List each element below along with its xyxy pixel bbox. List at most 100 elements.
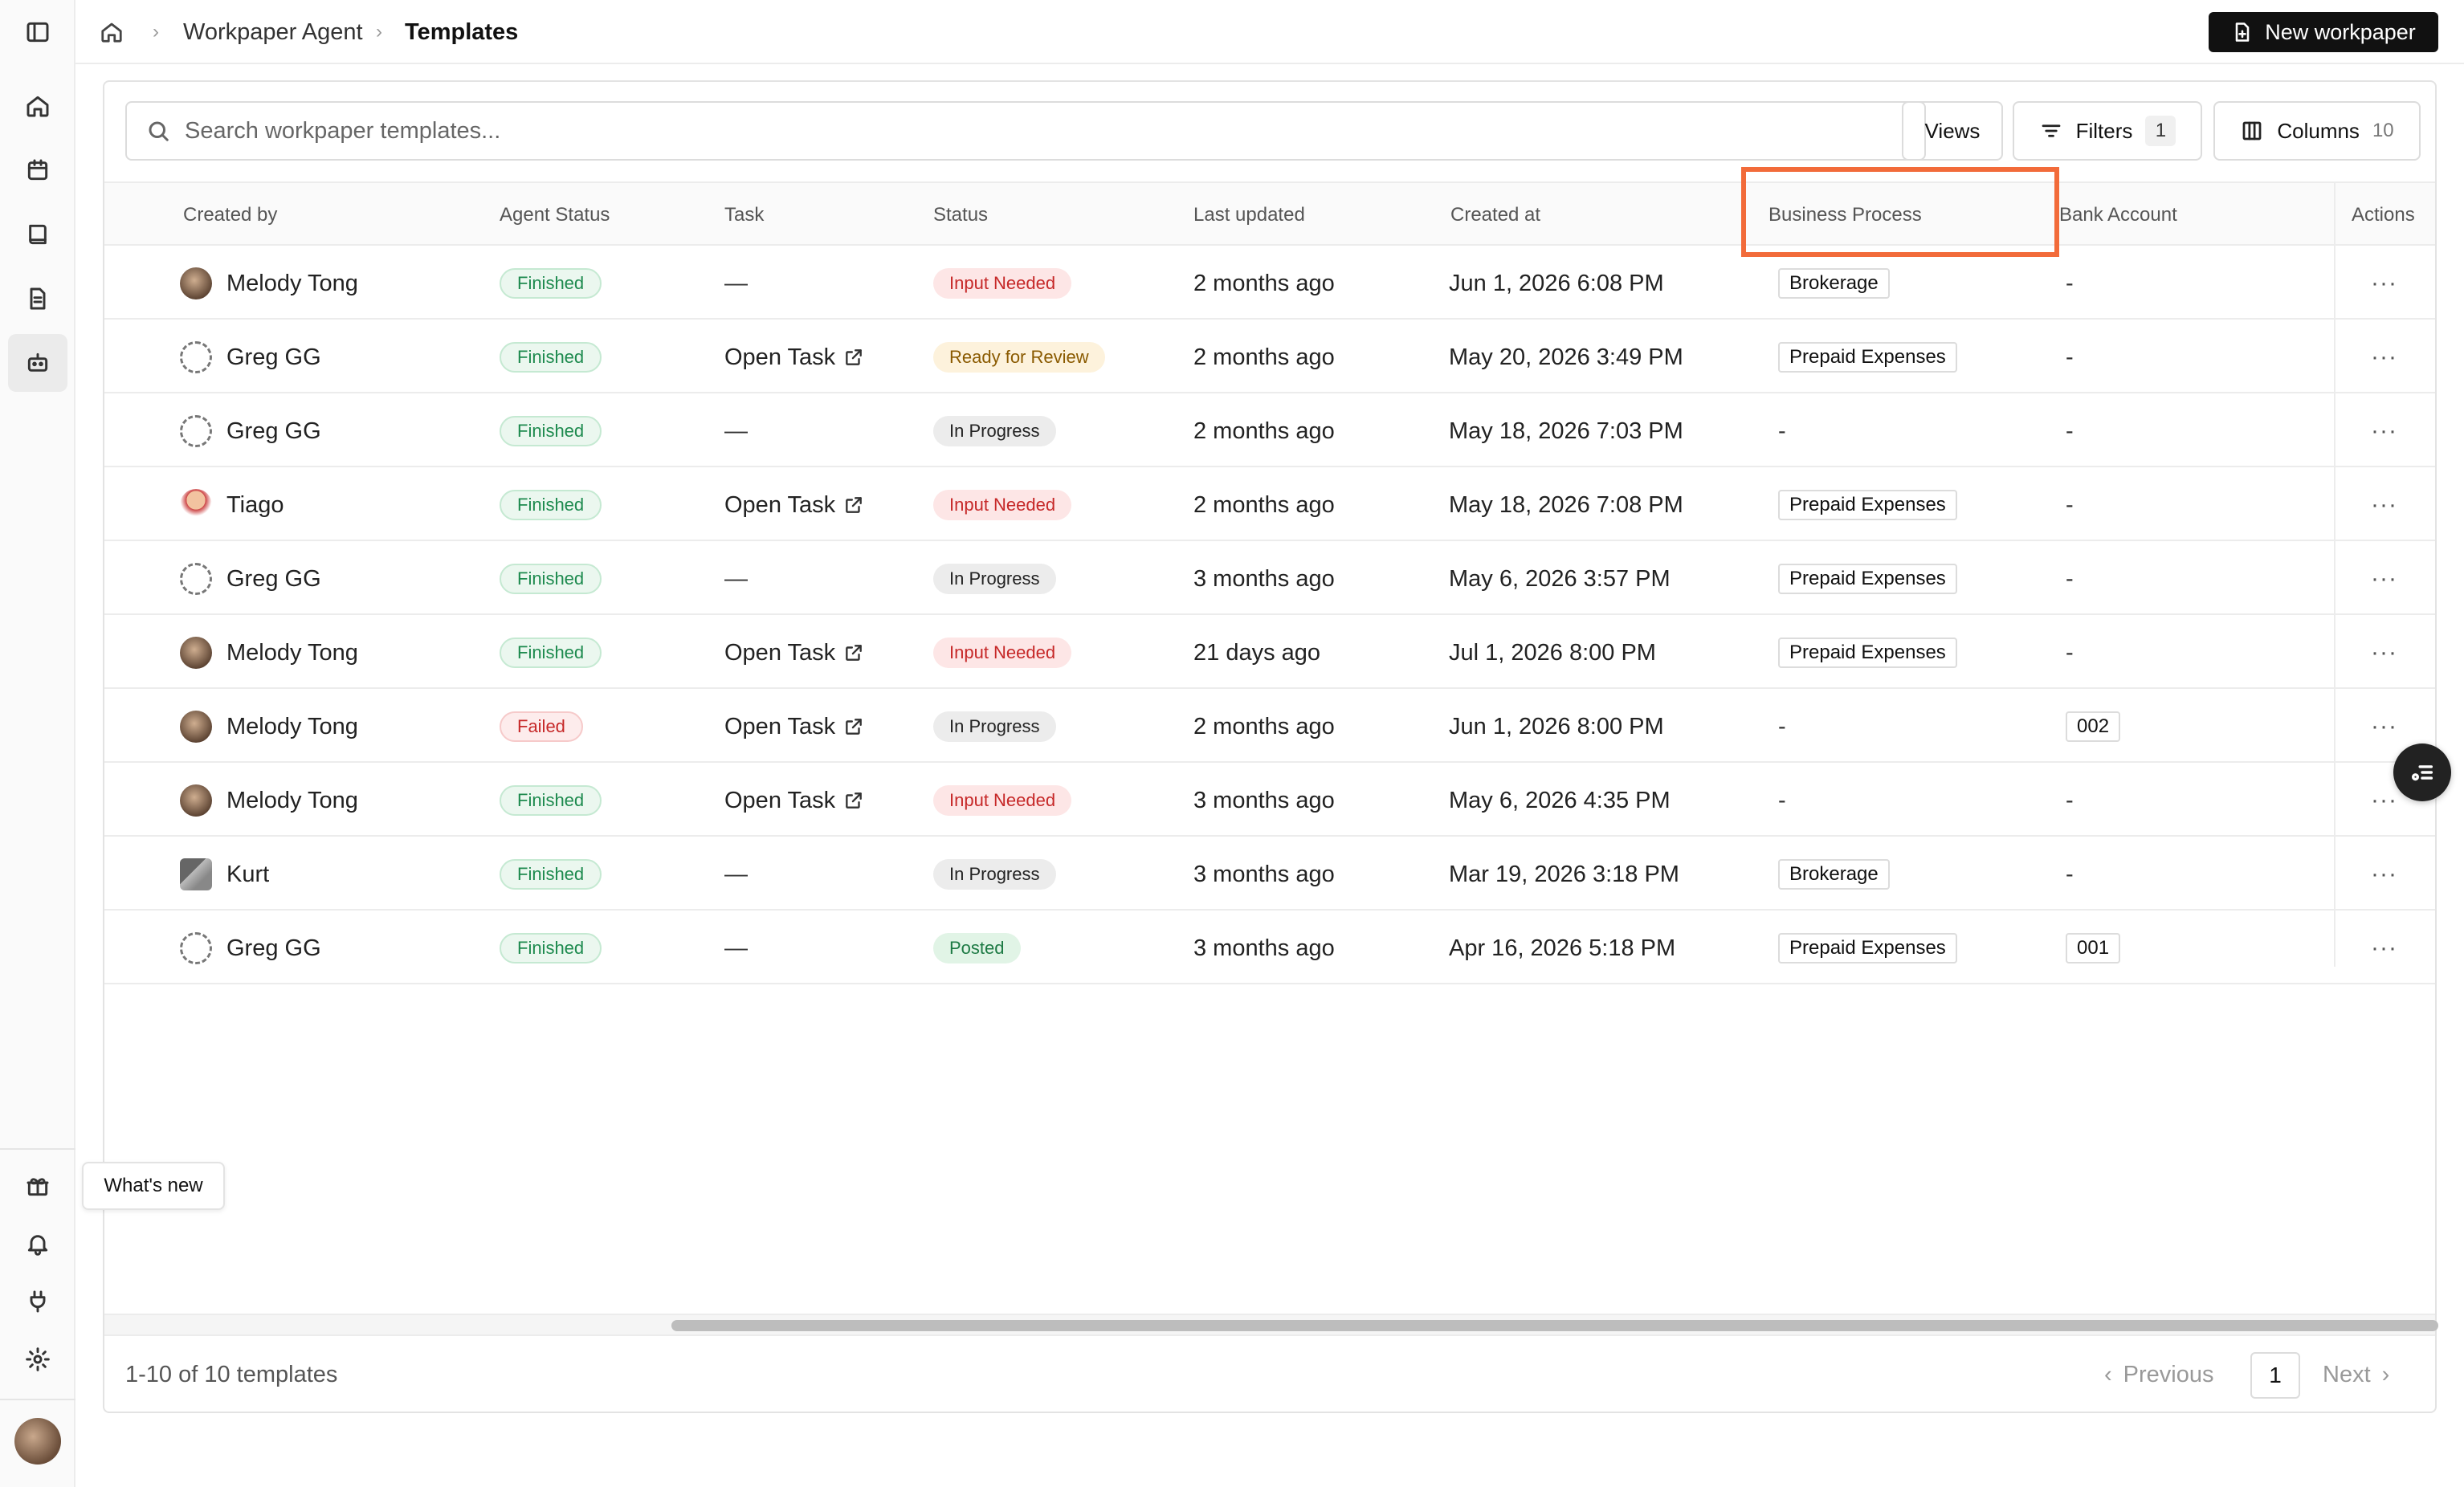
bank-account-cell: - [2066,543,2074,615]
floating-list-button[interactable] [2393,744,2451,801]
current-page-number[interactable]: 1 [2250,1352,2300,1399]
robot-agent-icon[interactable] [8,334,67,392]
table-row[interactable]: Tiago Finished Open Task Input Needed 2 mont… [104,469,2435,541]
previous-page-button[interactable]: ‹ Previous [2104,1336,2214,1413]
settings-gear-icon[interactable] [8,1330,67,1388]
avatar [180,711,212,743]
status-cell: In Progress [933,691,1056,763]
new-workpaper-button[interactable]: New workpaper [2209,12,2438,52]
row-actions-menu-icon[interactable]: ··· [2371,935,2397,961]
row-actions-menu-icon[interactable]: ··· [2371,418,2397,444]
column-header-status[interactable]: Status [933,204,989,226]
business-process-tag: Prepaid Expenses [1778,342,1957,373]
breadcrumb-separator-icon: › [376,21,382,43]
column-header-created-at[interactable]: Created at [1450,204,1541,226]
breadcrumb-home-icon[interactable] [100,18,124,47]
business-process-empty: - [1778,713,1786,739]
column-header-last-updated[interactable]: Last updated [1193,204,1305,226]
task-empty: — [724,935,748,961]
last-updated-cell: 2 months ago [1193,418,1335,444]
row-actions-menu-icon[interactable]: ··· [2371,639,2397,666]
column-header-task[interactable]: Task [724,204,765,226]
open-task-link[interactable]: Open Task [724,788,864,814]
columns-button[interactable]: Columns 10 [2213,101,2421,161]
row-actions-menu-icon[interactable]: ··· [2371,344,2397,370]
home-icon[interactable] [8,77,67,135]
bell-icon[interactable] [8,1215,67,1273]
breadcrumb-workpaper-agent[interactable]: Workpaper Agent [183,18,363,45]
table-row[interactable]: Melody Tong Finished — Input Needed 2 months… [104,247,2435,320]
table-row[interactable]: Kurt Finished — In Progress 3 months ago Mar … [104,838,2435,911]
bank-account-cell: - [2066,321,2074,393]
task-empty: — [724,270,748,296]
gift-icon[interactable] [8,1157,67,1215]
created-at-cell: May 6, 2026 4:35 PM [1449,787,1671,813]
bank-account-empty: - [2066,270,2074,296]
filters-count-badge: 1 [2145,116,2176,146]
book-icon[interactable] [8,206,67,263]
table-row[interactable]: Greg GG Finished — In Progress 2 months ago M… [104,395,2435,467]
list-settings-icon [2411,765,2433,781]
table-row[interactable]: Melody Tong Finished Open Task Input Needed… [104,764,2435,837]
filters-button[interactable]: Filters 1 [2013,101,2202,161]
row-actions-menu-icon[interactable]: ··· [2371,491,2397,518]
agent-status-cell: Failed [500,691,583,763]
task-empty: — [724,861,748,887]
business-process-cell: - [1778,764,1786,837]
row-actions-menu-icon[interactable]: ··· [2371,787,2397,813]
column-header-agent-status[interactable]: Agent Status [500,204,610,226]
created-at-cell: Jul 1, 2026 8:00 PM [1449,639,1656,666]
status-badge: Input Needed [933,785,1072,816]
business-process-cell: Prepaid Expenses [1778,469,1957,541]
bank-account-empty: - [2066,565,2074,592]
business-process-cell: - [1778,691,1786,763]
bank-account-empty: - [2066,418,2074,444]
row-actions-menu-icon[interactable]: ··· [2371,713,2397,739]
status-badge: Ready for Review [933,342,1105,373]
avatar [180,932,212,964]
business-process-tag: Prepaid Expenses [1778,564,1957,594]
columns-count: 10 [2372,120,2394,141]
toggle-sidebar-icon[interactable] [8,3,67,61]
table-row[interactable]: Melody Tong Failed Open Task In Progress 2 m… [104,691,2435,763]
business-process-tag: Prepaid Expenses [1778,933,1957,963]
task-cell: — [724,395,748,467]
row-actions-menu-icon[interactable]: ··· [2371,861,2397,887]
business-process-empty: - [1778,418,1786,444]
calendar-icon[interactable] [8,141,67,199]
row-actions-menu-icon[interactable]: ··· [2371,565,2397,592]
agent-status-cell: Finished [500,617,602,689]
open-task-link[interactable]: Open Task [724,344,864,371]
document-icon[interactable] [8,270,67,328]
avatar [180,489,212,521]
table-row[interactable]: Greg GG Finished Open Task Ready for Review… [104,321,2435,393]
business-process-cell: Brokerage [1778,838,1890,911]
bank-account-cell: - [2066,469,2074,541]
search-input[interactable] [185,117,1871,145]
views-button[interactable]: Views [1902,101,2003,161]
table-row[interactable]: Greg GG Finished — In Progress 3 months ago M… [104,543,2435,615]
bank-account-empty: - [2066,639,2074,666]
open-task-link[interactable]: Open Task [724,640,864,666]
row-actions-menu-icon[interactable]: ··· [2371,270,2397,296]
next-page-button[interactable]: Next › [2323,1336,2389,1413]
column-header-bank-account[interactable]: Bank Account [2059,204,2177,226]
user-avatar[interactable] [14,1418,61,1465]
column-header-business-process[interactable]: Business Process [1768,204,1922,226]
created-at-cell: May 20, 2026 3:49 PM [1449,344,1683,370]
table-row[interactable]: Greg GG Finished — Posted 3 months ago Apr 16… [104,912,2435,984]
created-by-cell: Melody Tong [180,247,358,320]
table-row[interactable]: Melody Tong Finished Open Task Input Needed… [104,617,2435,689]
open-task-link[interactable]: Open Task [724,714,864,740]
column-header-created-by[interactable]: Created by [183,204,278,226]
search-box[interactable] [125,101,1926,161]
open-task-link[interactable]: Open Task [724,492,864,519]
plug-icon[interactable] [8,1273,67,1330]
horizontal-scrollbar[interactable] [671,1320,2438,1331]
created-at-cell: Mar 19, 2026 3:18 PM [1449,861,1679,887]
bank-account-cell: 002 [2066,691,2121,763]
task-cell: Open Task [724,617,864,689]
agent-status-badge: Finished [500,416,602,446]
business-process-tag: Brokerage [1778,859,1890,890]
external-link-icon [846,719,862,735]
